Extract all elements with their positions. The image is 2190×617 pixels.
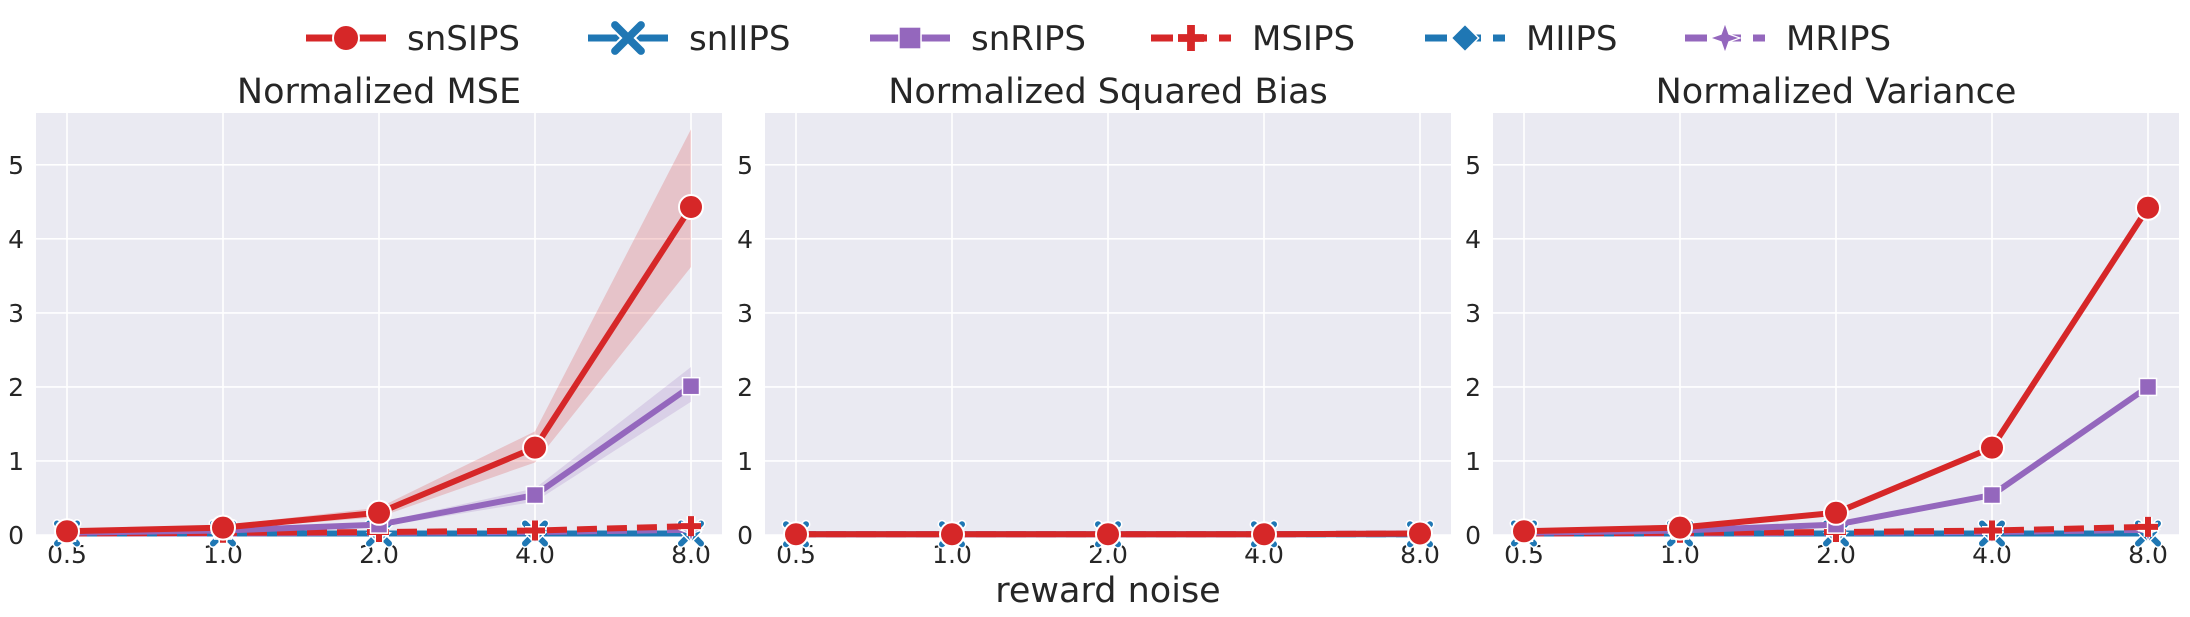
- legend-label: snIIPS: [689, 19, 790, 59]
- data-point-snsips: [783, 521, 809, 548]
- data-point-snsips: [1667, 514, 1693, 541]
- panel-title: Normalized Variance: [1656, 72, 2017, 112]
- x-axis-label: reward noise: [995, 571, 1220, 611]
- x-marker-icon: [609, 19, 647, 57]
- data-point-snrips: [525, 485, 545, 505]
- data-point-snsips: [939, 521, 965, 548]
- data-point-snsips: [366, 499, 392, 526]
- plus-marker-icon: [1178, 25, 1204, 51]
- legend: snSIPS snIIPS snRIPS MSIPS MIIPS MRIPS: [306, 19, 1891, 59]
- y-tick-label: 3: [737, 299, 753, 328]
- data-point-snsips: [210, 514, 236, 541]
- series-snsips: [783, 520, 1433, 548]
- circle-marker-icon: [332, 24, 360, 52]
- data-point-msips: [2138, 516, 2158, 537]
- legend-item-miips: MIIPS: [1425, 19, 1617, 59]
- data-point-snsips: [2135, 194, 2161, 221]
- y-tick-label: 1: [8, 447, 24, 476]
- data-point-snsips: [1095, 521, 1121, 548]
- data-point-snrips: [1982, 485, 2002, 505]
- legend-label: MIIPS: [1526, 19, 1617, 59]
- y-tick-label: 5: [1465, 151, 1481, 180]
- y-tick-label: 5: [737, 151, 753, 180]
- data-point-snsips: [1979, 434, 2005, 461]
- y-tick-label: 1: [737, 447, 753, 476]
- y-tick-label: 4: [1465, 225, 1481, 254]
- legend-label: snRIPS: [971, 19, 1086, 59]
- legend-item-msips: MSIPS: [1151, 19, 1355, 59]
- y-tick-label: 2: [1465, 373, 1481, 402]
- panel-title: Normalized Squared Bias: [888, 72, 1328, 112]
- y-tick-label: 0: [1465, 521, 1481, 550]
- y-tick-label: 4: [8, 225, 24, 254]
- y-tick-label: 3: [1465, 299, 1481, 328]
- legend-item-snsips: snSIPS: [306, 19, 520, 59]
- legend-item-snrips: snRIPS: [870, 19, 1086, 59]
- data-point-msips: [681, 516, 701, 537]
- legend-item-sniips: snIIPS: [588, 19, 790, 59]
- panel-title: Normalized MSE: [237, 72, 521, 112]
- data-point-snrips: [2138, 377, 2158, 397]
- legend-item-mrips: MRIPS: [1685, 19, 1891, 59]
- legend-label: MRIPS: [1786, 19, 1891, 59]
- square-marker-icon: [898, 26, 922, 50]
- data-point-snsips: [1251, 521, 1277, 548]
- star-marker-icon: [1708, 21, 1742, 55]
- legend-label: snSIPS: [407, 19, 520, 59]
- data-point-snsips: [54, 518, 80, 545]
- legend-label: MSIPS: [1252, 19, 1355, 59]
- data-point-snsips: [522, 434, 548, 461]
- data-point-msips: [1982, 520, 2002, 541]
- y-tick-label: 0: [737, 521, 753, 550]
- series-snsips: [1511, 194, 2161, 545]
- data-point-snsips: [1823, 499, 1849, 526]
- y-tick-label: 2: [737, 373, 753, 402]
- data-point-snsips: [1407, 520, 1433, 547]
- y-tick-label: 2: [8, 373, 24, 402]
- data-point-snsips: [1511, 518, 1537, 545]
- y-tick-label: 0: [8, 521, 24, 550]
- y-tick-label: 4: [737, 225, 753, 254]
- diamond-marker-icon: [1450, 23, 1480, 53]
- series-snsips: [54, 194, 704, 545]
- data-point-snrips: [681, 376, 701, 396]
- y-tick-label: 1: [1465, 447, 1481, 476]
- y-tick-label: 3: [8, 299, 24, 328]
- data-point-snsips: [678, 194, 704, 221]
- data-point-msips: [525, 520, 545, 541]
- y-tick-label: 5: [8, 151, 24, 180]
